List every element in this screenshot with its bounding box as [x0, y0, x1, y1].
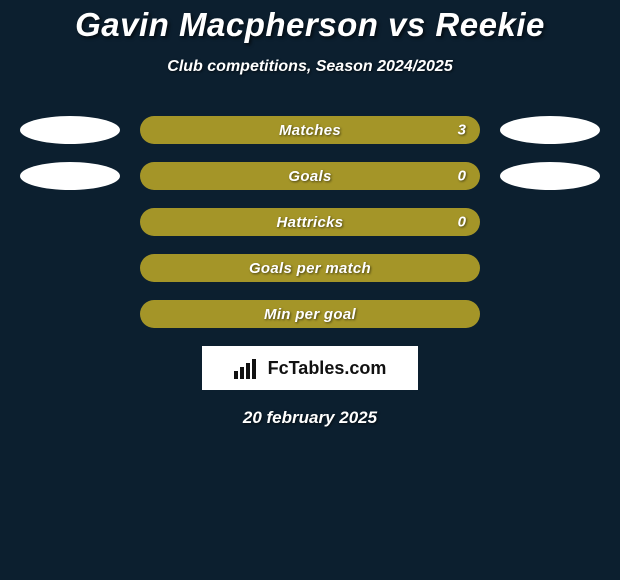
- left-ellipse: [20, 116, 120, 144]
- left-ellipse: [20, 162, 120, 190]
- page-subtitle: Club competitions, Season 2024/2025: [0, 58, 620, 76]
- stat-row: Min per goal: [0, 300, 620, 328]
- comparison-infographic: Gavin Macpherson vs Reekie Club competit…: [0, 0, 620, 580]
- right-ellipse: [500, 162, 600, 190]
- stat-row: Goals per match: [0, 254, 620, 282]
- stat-bar-value: 0: [458, 168, 466, 185]
- stat-row: Matches 3: [0, 116, 620, 144]
- stat-rows: Matches 3 Goals 0 Hattricks 0 Goals per match M…: [0, 116, 620, 328]
- stat-bar: Min per goal: [140, 300, 480, 328]
- stat-bar: Hattricks 0: [140, 208, 480, 236]
- stat-bar-value: 0: [458, 214, 466, 231]
- stat-row: Hattricks 0: [0, 208, 620, 236]
- right-ellipse: [500, 116, 600, 144]
- infographic-date: 20 february 2025: [0, 408, 620, 428]
- stat-bar: Matches 3: [140, 116, 480, 144]
- bar-chart-icon: [234, 357, 262, 379]
- page-title: Gavin Macpherson vs Reekie: [0, 6, 620, 44]
- stat-bar-label: Goals: [288, 168, 331, 185]
- stat-bar-value: 3: [458, 122, 466, 139]
- stat-row: Goals 0: [0, 162, 620, 190]
- source-badge-text: FcTables.com: [268, 358, 387, 379]
- stat-bar-label: Goals per match: [249, 260, 371, 277]
- stat-bar-label: Hattricks: [277, 214, 344, 231]
- source-badge: FcTables.com: [202, 346, 418, 390]
- stat-bar-label: Matches: [279, 122, 341, 139]
- stat-bar-label: Min per goal: [264, 306, 356, 323]
- stat-bar: Goals 0: [140, 162, 480, 190]
- stat-bar: Goals per match: [140, 254, 480, 282]
